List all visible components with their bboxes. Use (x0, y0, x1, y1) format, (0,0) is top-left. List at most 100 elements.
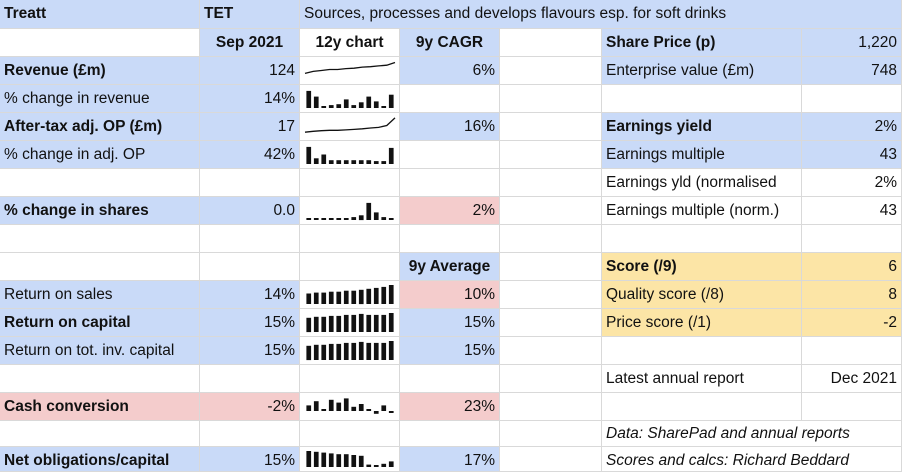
sparkline-bar (373, 314, 379, 332)
empty-cell (602, 337, 802, 365)
sparkline-bar (366, 342, 372, 360)
sparkline-bar (381, 161, 387, 164)
sparkline-bar (306, 293, 312, 304)
empty-cell (500, 253, 602, 281)
sparkline-bar (388, 341, 394, 360)
sparkline-bar (321, 452, 327, 467)
sparkline-bar (381, 405, 387, 411)
sparkline-bar (336, 160, 342, 164)
sparkline-bar (306, 317, 312, 333)
empty-cell (602, 225, 802, 253)
shares-change-label: % change in shares (0, 197, 200, 225)
sparkline-bar (388, 147, 394, 164)
sparkline-bar (351, 406, 357, 411)
empty-cell (300, 169, 400, 197)
sparkline-bar (388, 94, 394, 108)
sparkline-bar (343, 290, 349, 304)
sparkline-bar (343, 218, 349, 220)
ros-sparkline (300, 281, 400, 309)
net-obligations-label: Net obligations/capital (0, 447, 200, 472)
op-change-sparkline (300, 141, 400, 169)
sparkline-bar (328, 105, 334, 108)
sparkline-bar (328, 399, 334, 411)
ev-value: 748 (802, 57, 902, 85)
empty-cell (400, 225, 500, 253)
op-change-label: % change in adj. OP (0, 141, 200, 169)
sparkline-bar (373, 342, 379, 360)
empty-cell (400, 365, 500, 393)
ros-average: 10% (400, 281, 500, 309)
empty-cell (0, 29, 200, 57)
sparkline-bar (321, 344, 327, 360)
sparkline-bar (388, 218, 394, 220)
sparkline-bar (336, 343, 342, 360)
data-source-note: Data: SharePad and annual reports (602, 421, 902, 447)
sparkline-bar (373, 465, 379, 467)
sparkline-bar (388, 285, 394, 304)
sparkline-bar (388, 461, 394, 467)
sparkline-bar (321, 292, 327, 304)
sparkline-bar (358, 455, 364, 467)
op-value: 17 (200, 113, 300, 141)
empty-cell (0, 169, 200, 197)
sparkline-bar (313, 344, 319, 360)
op-cagr: 16% (400, 113, 500, 141)
sparkline-bar (358, 404, 364, 411)
revenue-sparkline (300, 57, 400, 85)
empty-cell (0, 225, 200, 253)
sparkline-bar (351, 314, 357, 332)
sparkline-bar (373, 161, 379, 164)
sparkline-bar (343, 398, 349, 411)
sparkline-bar (381, 463, 387, 467)
empty-cell (802, 337, 902, 365)
sparkline-bar (373, 212, 379, 220)
sparkline-bar (366, 96, 372, 108)
sparkline-bar (313, 401, 319, 411)
sparkline-bar (343, 342, 349, 360)
empty-cell (300, 225, 400, 253)
cagr-header: 9y CAGR (400, 29, 500, 57)
sparkline-bar (328, 343, 334, 360)
empty-cell (500, 85, 602, 113)
revenue-cagr: 6% (400, 57, 500, 85)
sparkline-bar (366, 288, 372, 304)
sparkline-bar (321, 218, 327, 220)
empty-cell (500, 309, 602, 337)
empty-cell (400, 141, 500, 169)
sparkline-bar (343, 314, 349, 332)
company-name: Treatt (0, 0, 200, 29)
annual-report-label: Latest annual report (602, 365, 802, 393)
empty-cell (300, 421, 400, 447)
rotic-label: Return on tot. inv. capital (0, 337, 200, 365)
sparkline-bar (343, 160, 349, 164)
sparkline-bar (351, 217, 357, 220)
cash-conversion-sparkline (300, 393, 400, 421)
earnings-multiple-value: 43 (802, 141, 902, 169)
company-description: Sources, processes and develops flavours… (300, 0, 902, 29)
sparkline-bar (366, 314, 372, 332)
earnings-yield-norm-value: 2% (802, 169, 902, 197)
share-price-label: Share Price (p) (602, 29, 802, 57)
sparkline-bar (336, 104, 342, 108)
sparkline-bar (336, 291, 342, 304)
earnings-multiple-norm-value: 43 (802, 197, 902, 225)
sparkline-bar (328, 453, 334, 467)
earnings-yield-label: Earnings yield (602, 113, 802, 141)
sparkline-bar (358, 313, 364, 332)
empty-cell (0, 253, 200, 281)
sparkline-bar (313, 96, 319, 108)
empty-cell (602, 393, 802, 421)
chart-header: 12y chart (300, 29, 400, 57)
cash-conversion-value: -2% (200, 393, 300, 421)
empty-cell (500, 225, 602, 253)
price-score-label: Price score (/1) (602, 309, 802, 337)
ev-label: Enterprise value (£m) (602, 57, 802, 85)
empty-cell (500, 281, 602, 309)
sparkline-bar (358, 341, 364, 360)
empty-cell (500, 447, 602, 472)
sparkline-bar (336, 402, 342, 411)
sparkline-bar (313, 218, 319, 220)
sparkline-bar (381, 314, 387, 332)
sparkline-bar (313, 316, 319, 332)
sparkline-bar (306, 218, 312, 220)
